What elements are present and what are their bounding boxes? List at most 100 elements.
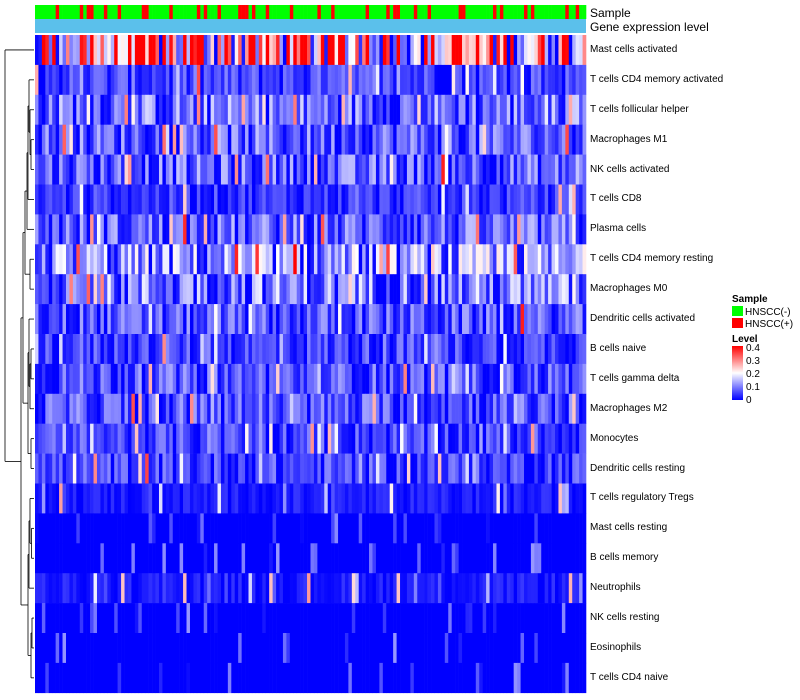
heatmap-cell (427, 633, 432, 664)
heatmap-cell (155, 393, 160, 424)
heatmap-cell (534, 453, 539, 484)
sample-annotation-cell (555, 5, 559, 19)
heatmap-cell (558, 334, 563, 365)
heatmap-cell (200, 94, 205, 125)
heatmap-cell (272, 543, 277, 574)
heatmap-cell (413, 154, 418, 185)
heatmap-cell (127, 154, 132, 185)
heatmap-cell (179, 35, 184, 66)
heatmap-cell (431, 363, 435, 395)
heatmap-cell (544, 543, 549, 574)
heatmap-cell (131, 363, 136, 395)
heatmap-cell (493, 573, 497, 604)
heatmap-cell (482, 214, 487, 245)
heatmap-cell (338, 453, 342, 484)
heatmap-cell (193, 64, 198, 96)
heatmap-cell (579, 423, 583, 454)
heatmap-cell (441, 184, 446, 215)
heatmap-cell (313, 543, 318, 574)
heatmap-cell (331, 483, 335, 514)
heatmap-cell (448, 633, 452, 664)
heatmap-cell (455, 124, 459, 155)
heatmap-cell (482, 35, 487, 66)
heatmap-cell (224, 363, 229, 395)
heatmap-cell (413, 573, 418, 604)
heatmap-cell (179, 214, 184, 245)
heatmap-cell (200, 304, 205, 335)
heatmap-cell (255, 423, 260, 454)
heatmap-cell (121, 513, 125, 544)
heatmap-cell (475, 214, 480, 245)
heatmap-cell (524, 363, 528, 395)
heatmap-cell (517, 154, 521, 185)
heatmap-cell (313, 64, 318, 96)
heatmap-cell (331, 423, 335, 454)
heatmap-cell (186, 184, 191, 215)
heatmap-cell (131, 483, 136, 514)
heatmap-cell (393, 94, 397, 125)
heatmap-cell (282, 214, 287, 245)
heatmap-cell (45, 513, 50, 544)
heatmap-cell (224, 124, 229, 155)
heatmap-cell (434, 334, 439, 365)
heatmap-cell (110, 363, 115, 395)
heatmap-cell (386, 423, 391, 454)
heatmap-cell (265, 633, 270, 664)
heatmap-cell (396, 453, 401, 484)
heatmap-cell (41, 483, 46, 514)
heatmap-cell (196, 662, 201, 694)
heatmap-cell (172, 94, 177, 125)
heatmap-cell (214, 363, 218, 395)
heatmap-cell (503, 662, 508, 694)
heatmap-cell (344, 274, 349, 305)
heatmap-cell (427, 184, 432, 215)
heatmap-cell (203, 573, 208, 604)
heatmap-cell (486, 662, 490, 694)
heatmap-cell (307, 363, 311, 395)
heatmap-cell (417, 603, 421, 634)
heatmap-cell (479, 662, 483, 694)
row-label: T cells CD8 (590, 193, 642, 205)
heatmap-cell (369, 573, 373, 604)
heatmap-cell (444, 184, 449, 215)
heatmap-cell (479, 423, 483, 454)
heatmap-cell (375, 633, 380, 664)
heatmap-cell (358, 244, 363, 275)
heatmap-cell (296, 483, 301, 514)
heatmap-cell (141, 124, 146, 155)
heatmap-cell (214, 154, 218, 185)
heatmap-cell (134, 304, 139, 335)
heatmap-cell (276, 154, 280, 185)
heatmap-cell (489, 154, 494, 185)
heatmap-cell (355, 214, 360, 245)
sample-annotation-cell (265, 5, 270, 19)
heatmap-cell (65, 64, 70, 96)
heatmap-cell (41, 154, 46, 185)
heatmap-cell (117, 35, 122, 66)
heatmap-cell (437, 184, 442, 215)
heatmap-cell (475, 453, 480, 484)
heatmap-cell (279, 214, 284, 245)
heatmap-cell (203, 633, 208, 664)
heatmap-cell (141, 154, 146, 185)
heatmap-cell (334, 662, 339, 694)
heatmap-cell (165, 573, 170, 604)
heatmap-cell (38, 423, 43, 454)
heatmap-cell (537, 94, 542, 125)
heatmap-cell (172, 244, 177, 275)
heatmap-cell (462, 603, 466, 634)
heatmap-cell (293, 543, 298, 574)
heatmap-cell (262, 274, 267, 305)
heatmap-cell (207, 124, 211, 155)
heatmap-cell (196, 513, 201, 544)
heatmap-cell (369, 214, 373, 245)
sample-annotation-cell (241, 5, 246, 19)
heatmap-cell (248, 124, 253, 155)
heatmap-cell (561, 573, 566, 604)
heatmap-cell (286, 662, 291, 694)
heatmap-cell (269, 453, 273, 484)
heatmap-cell (548, 513, 552, 544)
heatmap-cell (458, 573, 463, 604)
heatmap-cell (165, 513, 170, 544)
heatmap-cell (269, 603, 273, 634)
